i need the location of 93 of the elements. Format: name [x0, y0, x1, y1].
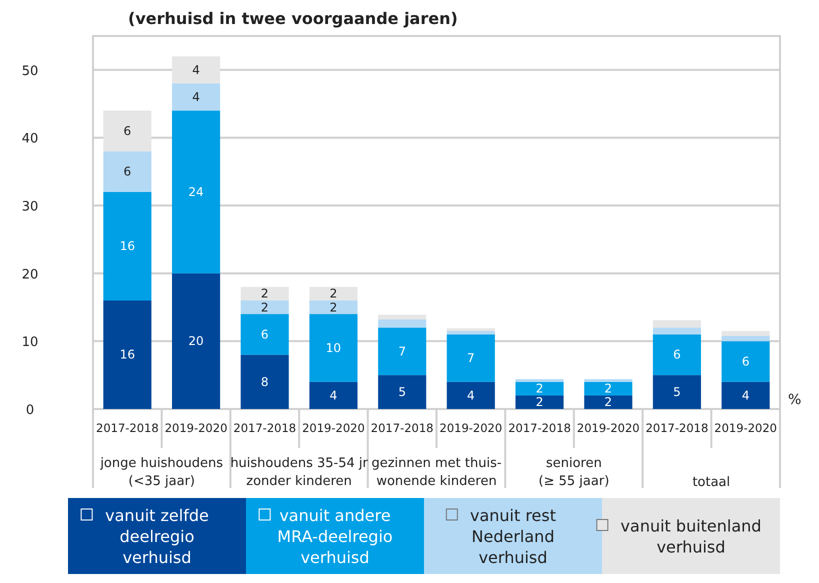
bar [446, 331, 495, 334]
text: gezinnen met thuis- wonende kinderen [371, 456, 502, 489]
bar [309, 314, 358, 382]
data-label: 8 [260, 374, 269, 389]
data-label: 16 [120, 348, 135, 362]
data-label: 7 [467, 351, 475, 366]
bar [446, 328, 495, 332]
x-tick-label: 2017-2018 [646, 421, 708, 435]
data-label: 2 [604, 395, 612, 410]
legend-label: vanuit rest Nederland verhuisd [470, 506, 556, 567]
data-label: 5 [398, 385, 406, 400]
bar [516, 382, 564, 396]
bar [722, 341, 770, 382]
data-label: 10 [326, 340, 342, 355]
bar [172, 110, 220, 274]
bar [240, 314, 289, 355]
data-label: 6 [742, 354, 750, 369]
data-label: 5 [673, 385, 681, 400]
bar [309, 300, 358, 314]
data-label: 4 [330, 388, 338, 402]
y-axis-title: % [788, 392, 802, 408]
x-tick-label: 2019-2020 [576, 421, 640, 435]
bar [103, 192, 152, 300]
data-label: 2 [260, 300, 269, 314]
data-label: 20 [188, 334, 204, 348]
bar [172, 83, 220, 111]
data-label: 24 [188, 184, 204, 199]
bar [378, 328, 426, 376]
bar [652, 328, 701, 334]
y-tick-label: 0 [26, 403, 34, 418]
data-label: 4 [192, 90, 200, 104]
bar [309, 286, 358, 300]
bar [584, 379, 632, 382]
bar [652, 375, 701, 409]
bar [240, 300, 289, 314]
bar [172, 56, 220, 84]
bar [240, 286, 289, 300]
data-label: 2 [330, 286, 338, 301]
x-tick-label: 2019-2020 [302, 421, 365, 435]
data-label: 6 [673, 348, 681, 362]
data-label: 2 [604, 382, 612, 396]
x-tick-label: 2019-2020 [714, 421, 777, 435]
data-label: 16 [120, 239, 135, 254]
bar [722, 336, 770, 342]
data-label: 2 [330, 300, 338, 314]
y-tick-label: 40 [22, 132, 38, 147]
data-label: 2 [536, 382, 544, 396]
data-label: 2 [536, 395, 544, 410]
legend-label: vanuit zelfde deelregio verhuisd [105, 506, 209, 567]
bar [378, 375, 426, 409]
bar [378, 319, 426, 328]
text: totaal [692, 475, 730, 490]
y-tick-label: 30 [22, 200, 38, 215]
legend-label: vanuit andere MRA-deelregio verhuisd [277, 506, 393, 567]
x-tick-label: 2017-2018 [233, 421, 296, 435]
x-tick-label: 2017-2018 [508, 421, 571, 435]
bar [722, 331, 770, 336]
bar [309, 382, 358, 409]
bar [652, 334, 701, 376]
bar [516, 395, 564, 409]
data-label: 2 [260, 286, 269, 301]
data-label: 4 [742, 388, 750, 402]
bar [103, 300, 152, 409]
x-tick-label: 2019-2020 [164, 421, 228, 435]
bar [584, 395, 632, 409]
data-label: 4 [467, 388, 475, 402]
bar [172, 273, 220, 409]
data-label: 6 [124, 124, 132, 138]
text: senioren (≥ 55 jaar) [538, 456, 610, 489]
y-tick-label: 50 [22, 64, 38, 79]
bar [103, 110, 152, 152]
x-tick-label: 2017-2018 [96, 421, 159, 435]
x-tick-label: 2019-2020 [440, 421, 502, 435]
data-label: 6 [124, 164, 132, 179]
bar [652, 320, 701, 328]
text: jonge huishoudens (<35 jaar) [99, 456, 224, 489]
bar [584, 382, 632, 396]
bar [240, 354, 289, 409]
data-label: 6 [260, 327, 269, 342]
bar [446, 334, 495, 382]
y-tick-label: 10 [22, 335, 38, 350]
legend-label: vanuit buitenland verhuisd [620, 516, 762, 556]
y-tick-label: 20 [22, 267, 38, 282]
data-label: 4 [192, 62, 200, 77]
chart-title: (verhuisd in twee voorgaande jaren) [128, 9, 458, 28]
bar [378, 314, 426, 320]
bar [446, 382, 495, 409]
bar [516, 379, 564, 382]
bar [103, 151, 152, 192]
bar [722, 382, 770, 409]
text: huishoudens 35-54 jr zonder kinderen [230, 456, 369, 489]
data-label: 7 [398, 344, 406, 358]
x-tick-label: 2017-2018 [370, 421, 434, 435]
